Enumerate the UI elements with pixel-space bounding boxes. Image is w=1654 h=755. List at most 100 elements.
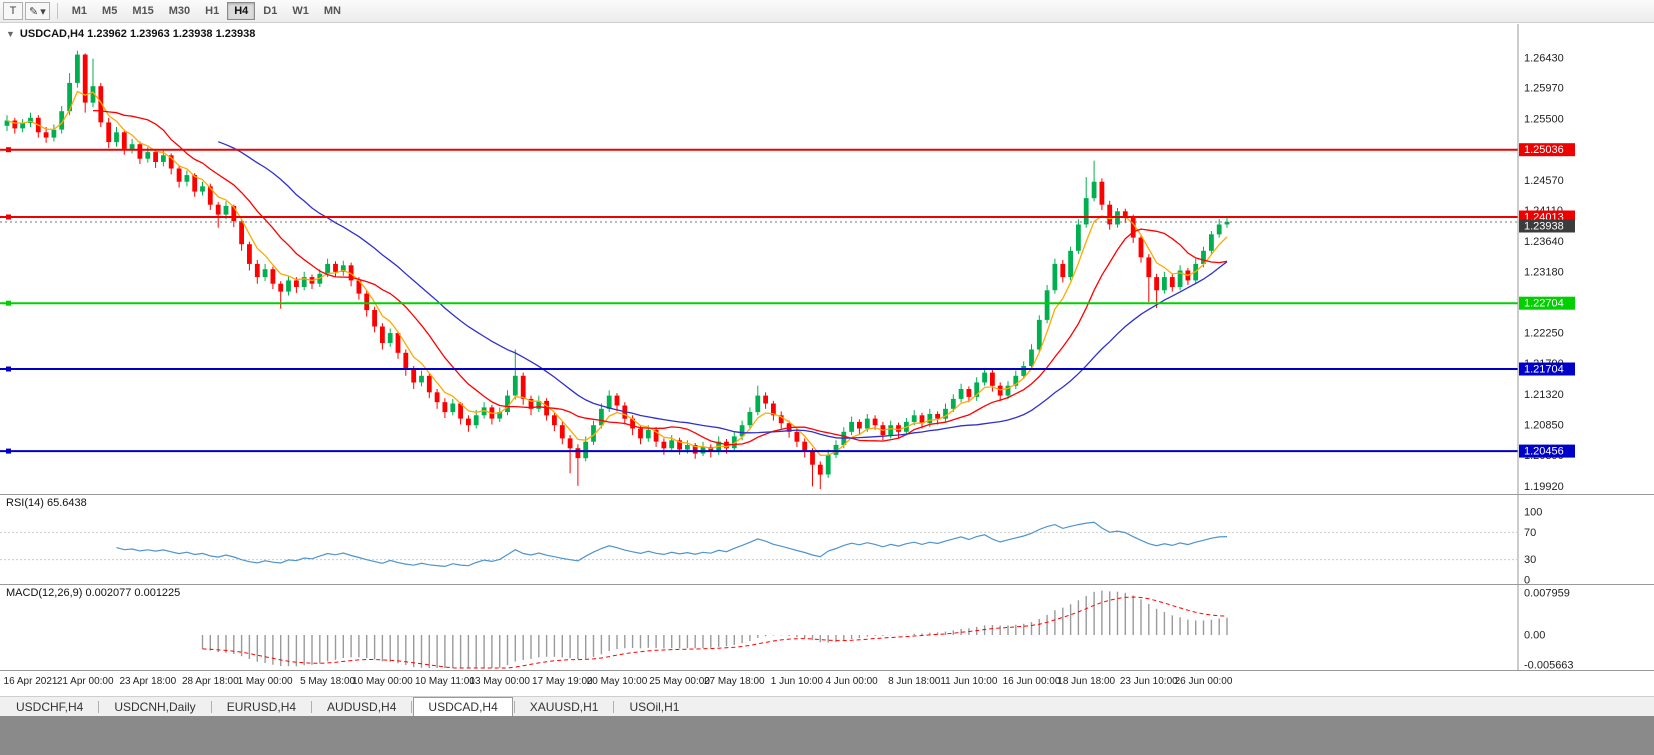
svg-text:13 May 00:00: 13 May 00:00 (469, 676, 530, 687)
tab-usdcnh-daily[interactable]: USDCNH,Daily (114, 699, 196, 714)
price-label-1.25036: 1.25036 (1519, 143, 1575, 157)
timeframe-buttons: M1 M5 M15 M30 H1 H4 D1 W1 MN (65, 2, 348, 20)
svg-text:1.24570: 1.24570 (1524, 175, 1564, 187)
svg-text:100: 100 (1524, 507, 1542, 519)
svg-text:17 May 19:00: 17 May 19:00 (532, 676, 593, 687)
hline-1.24013[interactable] (0, 214, 1518, 220)
ma-line-fast (6, 90, 1228, 456)
chart-canvas[interactable]: 1.264301.259701.255001.250301.245701.241… (0, 24, 1654, 696)
hline-1.20456[interactable] (0, 448, 1518, 454)
rsi-indicator-label: RSI(14) 65.6438 (6, 497, 87, 509)
timeframe-button-m15[interactable]: M15 (132, 5, 154, 17)
svg-text:1.19920: 1.19920 (1524, 481, 1564, 493)
timeframe-button-m1[interactable]: M1 (71, 5, 88, 17)
draw-tool-button[interactable]: ✎ ▾ (25, 2, 50, 20)
svg-text:0.007959: 0.007959 (1524, 588, 1570, 600)
hline-1.25036[interactable] (0, 147, 1518, 153)
timeframe-button-mn[interactable]: MN (323, 5, 341, 17)
price-label-1.20456: 1.20456 (1519, 444, 1575, 458)
svg-text:28 Apr 18:00: 28 Apr 18:00 (182, 676, 239, 687)
timeframe-button-m5[interactable]: M5 (102, 5, 118, 17)
svg-text:1.21320: 1.21320 (1524, 389, 1564, 401)
timeframe-button-m30[interactable]: M30 (168, 5, 191, 17)
window-tool-button[interactable]: T (3, 2, 23, 20)
svg-text:1.22250: 1.22250 (1524, 328, 1564, 340)
tab-separator (513, 701, 515, 713)
svg-text:1 May 00:00: 1 May 00:00 (238, 676, 293, 687)
toolbar-separator (56, 3, 58, 19)
svg-text:1.25970: 1.25970 (1524, 83, 1564, 95)
svg-text:0.00: 0.00 (1524, 630, 1545, 642)
svg-text:30: 30 (1524, 554, 1536, 566)
svg-text:16 Jun 00:00: 16 Jun 00:00 (1003, 676, 1061, 687)
svg-text:1.25500: 1.25500 (1524, 114, 1564, 126)
timeframe-button-h1[interactable]: H1 (205, 5, 220, 17)
chart-tabs: USDCHF,H4 USDCNH,Daily EURUSD,H4 AUDUSD,H4 U… (0, 696, 1654, 716)
tab-xauusd-h1[interactable]: XAUUSD,H1 (529, 699, 599, 714)
svg-text:16 Apr 2021: 16 Apr 2021 (4, 676, 58, 687)
rsi-axis-labels: 100 70 30 0 (1524, 507, 1542, 587)
time-axis-labels: 16 Apr 2021 21 Apr 00:00 23 Apr 18:00 28 Ap… (4, 676, 1233, 687)
price-axis-labels: 1.264301.259701.255001.250301.245701.241… (1524, 52, 1564, 493)
chart-background (0, 24, 1654, 696)
timeframe-button-d1[interactable]: D1 (263, 5, 278, 17)
rsi-line (116, 521, 1228, 568)
tab-separator (613, 701, 615, 713)
svg-text:1.22704: 1.22704 (1524, 298, 1564, 310)
tab-usdchf-h4[interactable]: USDCHF,H4 (16, 699, 84, 714)
svg-text:10 May 00:00: 10 May 00:00 (352, 676, 413, 687)
tab-separator (311, 701, 313, 713)
svg-text:23 Jun 10:00: 23 Jun 10:00 (1120, 676, 1178, 687)
svg-text:1.23938: 1.23938 (1524, 221, 1564, 233)
svg-text:1.23640: 1.23640 (1524, 236, 1564, 248)
svg-text:1.21704: 1.21704 (1524, 364, 1564, 376)
tab-separator (411, 701, 413, 713)
svg-text:1.20456: 1.20456 (1524, 446, 1564, 458)
macd-axis-labels: 0.007959 0.00 -0.005663 (1524, 588, 1574, 672)
svg-text:1.26430: 1.26430 (1524, 52, 1564, 64)
svg-text:5 May 18:00: 5 May 18:00 (300, 676, 355, 687)
ma-line-slow (217, 141, 1228, 439)
chevron-down-icon: ▾ (40, 5, 46, 18)
svg-text:0: 0 (1524, 575, 1530, 587)
svg-text:-0.005663: -0.005663 (1524, 659, 1574, 671)
status-bar (0, 716, 1654, 755)
chart-title: ▼ USDCAD,H4 1.23962 1.23963 1.23938 1.23… (6, 28, 255, 40)
macd-indicator-label: MACD(12,26,9) 0.002077 0.001225 (6, 587, 181, 599)
timeframe-button-w1[interactable]: W1 (292, 5, 309, 17)
svg-text:1 Jun 10:00: 1 Jun 10:00 (771, 676, 824, 687)
svg-text:8 Jun 18:00: 8 Jun 18:00 (888, 676, 941, 687)
chart-window: 1.264301.259701.255001.250301.245701.241… (0, 24, 1654, 696)
macd-histogram (201, 590, 1228, 668)
tab-usoil-h1[interactable]: USOil,H1 (629, 699, 680, 714)
pencil-icon: ✎ (29, 5, 39, 18)
tab-separator (210, 701, 212, 713)
tab-usdcad-h4[interactable]: USDCAD,H4 (413, 697, 513, 716)
svg-text:11 Jun 10:00: 11 Jun 10:00 (940, 676, 998, 687)
bid-price-label: 1.23938 (1519, 219, 1575, 233)
hline-1.22704[interactable] (0, 300, 1518, 306)
svg-text:26 Jun 00:00: 26 Jun 00:00 (1175, 676, 1233, 687)
ma-line-medium (92, 109, 1228, 446)
svg-text:25 May 00:00: 25 May 00:00 (649, 676, 710, 687)
timeframe-button-h4[interactable]: H4 (227, 2, 256, 20)
tab-eurusd-h4[interactable]: EURUSD,H4 (226, 699, 297, 714)
svg-text:18 Jun 18:00: 18 Jun 18:00 (1057, 676, 1115, 687)
svg-text:23 Apr 18:00: 23 Apr 18:00 (119, 676, 176, 687)
price-label-1.22704: 1.22704 (1519, 296, 1575, 310)
svg-text:4 Jun 00:00: 4 Jun 00:00 (825, 676, 878, 687)
svg-text:27 May 18:00: 27 May 18:00 (704, 676, 765, 687)
price-label-1.21704: 1.21704 (1519, 362, 1575, 376)
tab-audusd-h4[interactable]: AUDUSD,H4 (327, 699, 397, 714)
svg-text:1.25036: 1.25036 (1524, 144, 1564, 156)
svg-text:10 May 11:00: 10 May 11:00 (415, 676, 475, 687)
hline-1.21704[interactable] (0, 366, 1518, 372)
svg-text:20 May 10:00: 20 May 10:00 (587, 676, 648, 687)
toolbar: T ✎ ▾ M1 M5 M15 M30 H1 H4 D1 W1 MN (0, 0, 1654, 23)
svg-text:1.20850: 1.20850 (1524, 420, 1564, 432)
symbol-ohlc-label: USDCAD,H4 1.23962 1.23963 1.23938 1.2393… (19, 28, 256, 40)
collapse-triangle-icon[interactable]: ▼ (6, 29, 15, 39)
svg-text:70: 70 (1524, 527, 1536, 539)
svg-text:21 Apr 00:00: 21 Apr 00:00 (57, 676, 114, 687)
